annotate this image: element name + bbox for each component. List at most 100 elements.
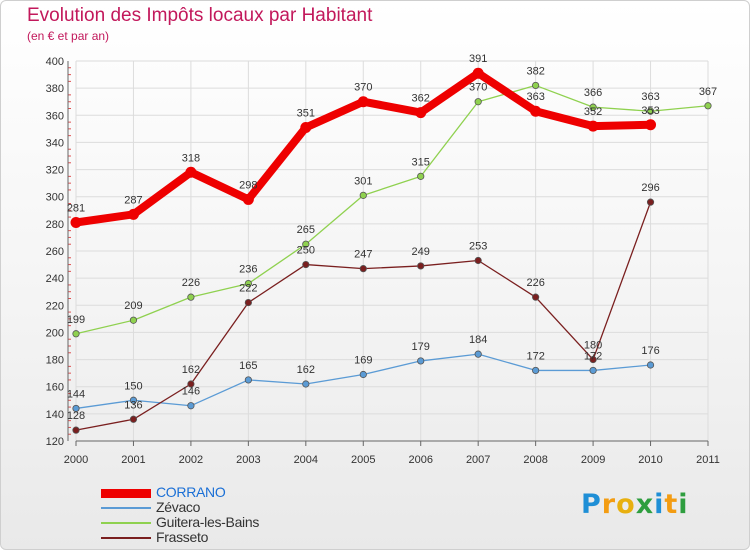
legend-label-guitera-les-bains: Guitera-les-Bains bbox=[156, 514, 260, 530]
y-tick-label-220: 220 bbox=[46, 300, 64, 312]
point-frasseto-2007 bbox=[474, 256, 482, 265]
point-z-vaco-2003 bbox=[244, 376, 252, 384]
x-tick-label-2009: 2009 bbox=[581, 454, 605, 466]
series-lines bbox=[72, 69, 709, 431]
point-corrano-2009 bbox=[587, 120, 599, 132]
point-guitera-les-bains-2008 bbox=[532, 81, 540, 90]
label-corrano-2008: 363 bbox=[526, 91, 544, 103]
point-guitera-les-bains-2011 bbox=[704, 102, 712, 110]
point-z-vaco-2006 bbox=[417, 357, 425, 365]
label-z-vaco-2001: 150 bbox=[124, 380, 142, 392]
x-tick-label-2001: 2001 bbox=[121, 454, 145, 466]
gridlines bbox=[75, 60, 709, 442]
point-corrano-2007 bbox=[472, 67, 484, 79]
point-z-vaco-2002 bbox=[187, 402, 195, 410]
label-z-vaco-2006: 179 bbox=[412, 341, 430, 353]
label-guitera-les-bains-2008: 382 bbox=[526, 65, 544, 77]
point-guitera-les-bains-2004 bbox=[302, 240, 310, 248]
point-z-vaco-2008 bbox=[532, 366, 540, 375]
point-z-vaco-2005 bbox=[359, 370, 367, 379]
point-frasseto-2002 bbox=[187, 380, 195, 388]
label-corrano-2005: 370 bbox=[354, 82, 372, 94]
label-z-vaco-2000: 144 bbox=[67, 388, 85, 400]
label-guitera-les-bains-2006: 315 bbox=[412, 156, 430, 168]
point-z-vaco-2010 bbox=[646, 361, 655, 369]
x-tick-label-2011: 2011 bbox=[696, 454, 720, 466]
label-corrano-2002: 318 bbox=[182, 152, 200, 164]
y-tick-label-380: 380 bbox=[46, 83, 64, 95]
point-z-vaco-2001 bbox=[129, 396, 138, 404]
point-frasseto-2010 bbox=[646, 198, 655, 206]
legend-label-z-vaco: Zévaco bbox=[156, 499, 201, 515]
label-guitera-les-bains-2001: 209 bbox=[124, 300, 142, 312]
y-tick-label-260: 260 bbox=[46, 246, 64, 258]
chart-title: Evolution des Impôts locaux par Habitant bbox=[27, 5, 373, 26]
brand-letter-6: i bbox=[678, 489, 689, 520]
label-z-vaco-2009: 172 bbox=[584, 350, 602, 362]
label-frasseto-2003: 222 bbox=[239, 283, 257, 295]
point-frasseto-2003 bbox=[244, 298, 252, 307]
point-frasseto-2001 bbox=[129, 415, 138, 423]
legend-label-frasseto: Frasseto bbox=[156, 529, 209, 545]
point-corrano-2003 bbox=[242, 193, 254, 205]
y-tick-label-180: 180 bbox=[46, 355, 64, 367]
y-tick-label-240: 240 bbox=[46, 273, 64, 285]
y-tick-label-320: 320 bbox=[46, 165, 64, 177]
x-tick-label-2004: 2004 bbox=[294, 454, 318, 466]
point-guitera-les-bains-2001 bbox=[129, 316, 138, 324]
label-corrano-2006: 362 bbox=[412, 93, 430, 105]
label-frasseto-2010: 296 bbox=[641, 182, 659, 194]
label-z-vaco-2003: 165 bbox=[239, 360, 257, 372]
label-frasseto-2005: 247 bbox=[354, 249, 372, 261]
label-corrano-2010: 353 bbox=[641, 105, 659, 117]
series-line-guitera-les-bains bbox=[75, 84, 709, 335]
legend-swatch-frasseto bbox=[101, 537, 151, 539]
y-tick-label-280: 280 bbox=[46, 219, 64, 231]
label-z-vaco-2005: 169 bbox=[354, 355, 372, 367]
point-z-vaco-2000 bbox=[72, 404, 80, 413]
label-guitera-les-bains-2010: 363 bbox=[641, 91, 659, 103]
data-points bbox=[70, 67, 712, 434]
legend-swatch-guitera-les-bains bbox=[101, 522, 151, 524]
point-guitera-les-bains-2009 bbox=[589, 103, 597, 111]
legend-label-corrano: CORRANO bbox=[156, 484, 226, 500]
label-guitera-les-bains-2004: 265 bbox=[297, 224, 315, 236]
point-guitera-les-bains-2000 bbox=[72, 330, 80, 338]
label-corrano-2000: 281 bbox=[67, 203, 85, 215]
y-tick-label-200: 200 bbox=[46, 327, 64, 339]
point-corrano-2010 bbox=[645, 119, 657, 131]
brand-letter-0: P bbox=[581, 489, 602, 520]
y-tick-label-160: 160 bbox=[46, 382, 64, 394]
label-guitera-les-bains-2000: 199 bbox=[67, 314, 85, 326]
brand-letter-5: t bbox=[664, 489, 679, 520]
label-corrano-2004: 351 bbox=[297, 108, 315, 120]
x-tick-label-2003: 2003 bbox=[236, 454, 260, 466]
x-tick-label-2007: 2007 bbox=[466, 454, 490, 466]
point-corrano-2001 bbox=[127, 208, 139, 220]
label-z-vaco-2008: 172 bbox=[526, 350, 544, 362]
point-corrano-2002 bbox=[185, 166, 197, 178]
legend-swatch-z-vaco bbox=[101, 507, 151, 509]
label-frasseto-2004: 250 bbox=[297, 245, 315, 257]
point-guitera-les-bains-2003 bbox=[244, 279, 252, 288]
y-tick-label-360: 360 bbox=[46, 110, 64, 122]
label-corrano-2003: 298 bbox=[239, 179, 257, 191]
label-z-vaco-2010: 176 bbox=[641, 345, 659, 357]
point-frasseto-2005 bbox=[359, 265, 367, 273]
y-tick-label-140: 140 bbox=[46, 409, 64, 421]
brand-logo: Proxiti bbox=[581, 489, 689, 520]
point-z-vaco-2007 bbox=[474, 350, 482, 358]
label-frasseto-2000: 128 bbox=[67, 410, 85, 422]
y-tick-label-400: 400 bbox=[46, 56, 64, 68]
label-guitera-les-bains-2009: 366 bbox=[584, 87, 602, 99]
x-tick-label-2010: 2010 bbox=[638, 454, 662, 466]
label-frasseto-2009: 180 bbox=[584, 340, 602, 352]
x-tick-label-2006: 2006 bbox=[408, 454, 432, 466]
point-frasseto-2009 bbox=[589, 355, 597, 364]
x-tick-label-2005: 2005 bbox=[351, 454, 375, 466]
label-z-vaco-2002: 146 bbox=[182, 386, 200, 398]
label-corrano-2001: 287 bbox=[124, 194, 142, 206]
brand-letter-4: i bbox=[654, 489, 665, 520]
label-z-vaco-2004: 162 bbox=[297, 364, 315, 376]
